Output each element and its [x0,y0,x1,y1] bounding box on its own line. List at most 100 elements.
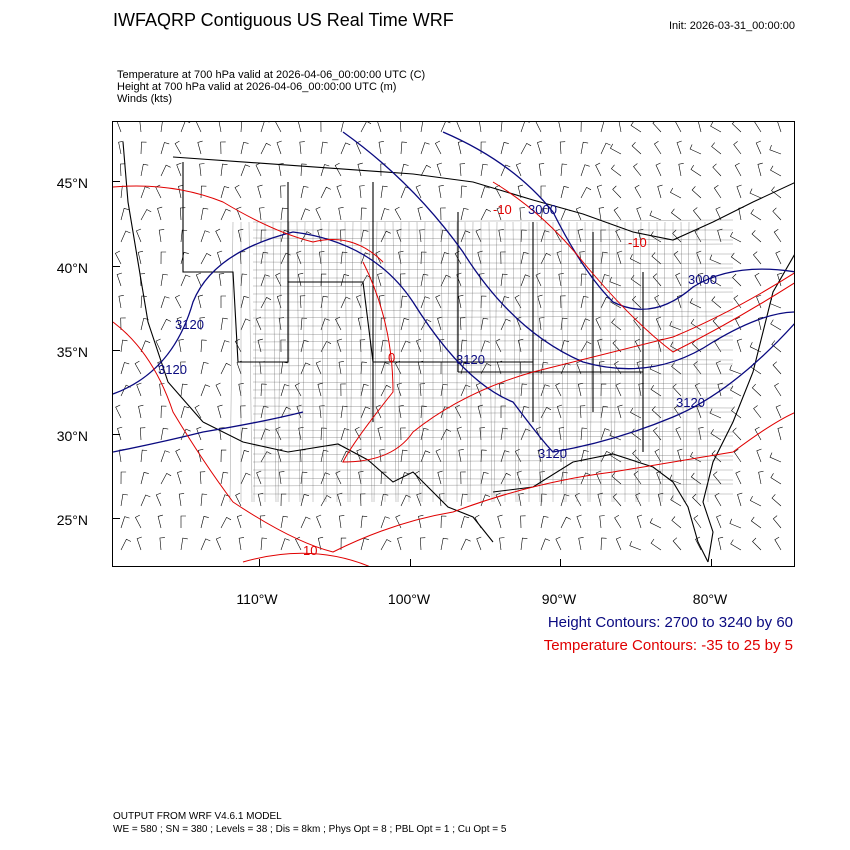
wind-barb [757,316,764,331]
wind-barb [200,384,211,397]
wind-barb [378,141,384,155]
wind-barb [220,141,226,155]
wind-barb [320,449,329,463]
plains-line [287,182,533,422]
wind-barb [520,274,531,287]
us-mexico-border [202,421,494,543]
wind-barb [456,426,462,441]
wind-barb [357,316,364,331]
wind-barb [317,536,324,551]
wind-barb [160,164,171,177]
wind-barb [609,143,622,155]
wind-barb [160,273,168,287]
wind-barb [160,122,163,133]
wind-barb [260,142,271,155]
wind-barb [599,515,605,529]
contour-labels: 3120 3120 3120 3120 3120 3000 3000 -10 -… [158,202,717,558]
height-contour-3000 [442,131,794,310]
wind-barb [772,361,782,375]
wind-barb [440,361,447,375]
wind-barb [730,252,742,265]
wind-barb [415,184,422,199]
wind-barb [420,251,427,265]
us-border-north [172,156,794,241]
wind-barb [340,450,351,463]
wind-barb [457,140,464,155]
wind-barb [300,516,311,529]
wind-barb [298,427,304,441]
wind-barb [460,471,466,485]
wind-barb [600,142,611,155]
wind-barb [419,229,425,243]
wind-barb [712,317,722,331]
wind-barb [655,316,662,331]
wind-barb [496,206,502,221]
wind-barb [320,340,332,353]
wind-barb [380,539,392,551]
wind-barb [236,514,243,529]
wind-barb [394,206,402,221]
wind-barb [197,294,203,309]
wind-barb [337,492,343,507]
wind-barb [155,338,162,353]
wind-barb [458,294,464,309]
wind-barb [480,141,487,155]
wind-barb [238,228,244,243]
wind-barb [140,449,148,463]
temp-label: -10 [493,202,512,217]
wind-barb [220,295,226,308]
wind-barb [380,230,391,243]
wind-barb [774,382,782,397]
wind-barb [560,186,569,199]
wind-barb [155,492,162,507]
wind-barb [377,426,383,441]
wind-barb [300,449,306,463]
wind-barb [498,383,505,397]
wind-barb [558,122,562,133]
wind-barb [220,516,232,529]
wind-barb [259,207,265,221]
wind-barb [300,208,311,221]
height-label: 3000 [688,272,717,287]
wind-barb [417,206,423,221]
wind-barb [652,122,662,133]
wind-barb [617,250,623,265]
wind-barb [497,514,503,529]
wind-barb [260,537,268,551]
wind-barb [160,427,169,441]
legend-height: Height Contours: 2700 to 3240 by 60 [547,614,793,631]
wind-barb [538,163,545,177]
wind-barb [120,362,130,375]
wind-barb [595,162,602,177]
wind-barb [773,229,782,243]
wind-barb [180,537,188,551]
wind-barb [240,405,246,419]
wind-barb [500,273,508,287]
wind-barb [600,122,609,133]
wind-barb [236,206,242,221]
wind-barb [134,360,142,375]
wind-barb [558,427,565,441]
wind-barb [160,296,170,309]
county-line [252,381,734,385]
wind-barb [579,405,586,419]
wind-barb [200,185,207,199]
wind-barb [240,296,249,309]
wind-barb [540,230,550,243]
wind-barb [769,452,782,463]
wind-barb [520,383,528,397]
wind-barb [300,339,309,353]
lon-tick [711,559,712,567]
wind-barb [435,294,442,309]
wind-barb [398,405,404,419]
wind-barb [338,207,344,221]
height-contour-3060 [342,131,794,370]
wind-barb [580,318,591,331]
wind-barb [120,493,128,507]
wind-barb [120,339,128,353]
wind-barb [199,163,205,177]
wind-barb [418,514,424,529]
wind-barb [770,473,782,485]
wind-barb [280,339,286,353]
wind-barb [693,361,702,375]
